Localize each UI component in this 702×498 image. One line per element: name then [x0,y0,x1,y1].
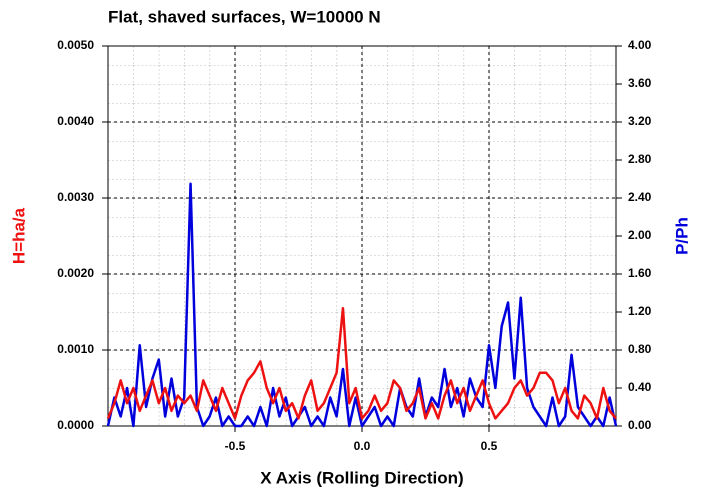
y-tick-label: 0.0040 [57,114,94,128]
y2-tick-label: 2.40 [628,190,652,204]
x-tick-label: -0.5 [225,439,246,453]
y2-tick-label: 2.00 [628,228,652,242]
y-tick-label: 0.0030 [57,190,94,204]
y2-tick-label: 0.80 [628,342,652,356]
data-line [106,306,617,420]
y2-tick-label: 4.00 [628,38,652,52]
chart-title: Flat, shaved surfaces, W=10000 N [108,7,381,26]
y2-axis-label: P/Ph [672,217,691,255]
y2-tick-label: 3.60 [628,76,652,90]
y-axis-label: H=ha/a [9,207,28,264]
y-tick-label: 0.0000 [57,418,94,432]
y2-tick-label: 1.20 [628,304,652,318]
y2-tick-label: 1.60 [628,266,652,280]
y-tick-label: 0.0050 [57,38,94,52]
y2-tick-label: 0.40 [628,380,652,394]
y-tick-label: 0.0020 [57,266,94,280]
data-line [106,182,618,428]
y2-tick-label: 3.20 [628,114,652,128]
y2-tick-label: 0.00 [628,418,652,432]
y-tick-label: 0.0010 [57,342,94,356]
x-axis-label: X Axis (Rolling Direction) [260,468,463,487]
x-tick-label: 0.0 [354,439,371,453]
x-tick-label: 0.5 [481,439,498,453]
y2-tick-label: 2.80 [628,152,652,166]
